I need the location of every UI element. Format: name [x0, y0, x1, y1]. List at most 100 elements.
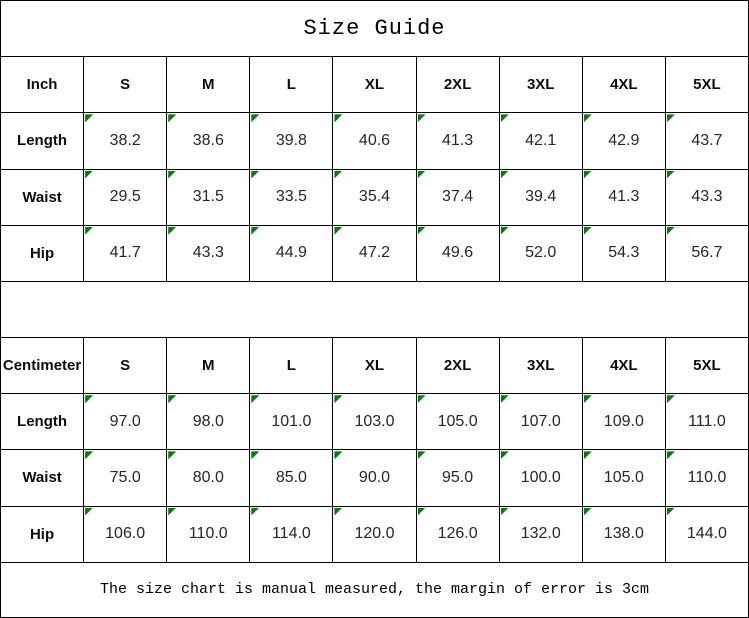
cell-flag-icon — [168, 114, 177, 123]
measurement-value: 105.0 — [603, 468, 644, 486]
measurement-cell: 110.0 — [664, 449, 749, 507]
measurement-value: 41.3 — [442, 131, 474, 149]
cell-flag-icon — [334, 507, 343, 516]
cell-flag-icon — [251, 507, 260, 516]
size-col-header-4xl: 4XL — [581, 337, 666, 395]
measurement-value: 100.0 — [520, 468, 561, 486]
measurement-cell: 106.0 — [83, 505, 168, 563]
measurement-value: 38.6 — [192, 131, 224, 149]
size-col-header-m: M — [166, 337, 251, 395]
inch-waist-row: Waist 29.5 31.5 33.5 35.4 37.4 39.4 41.3… — [0, 168, 749, 226]
measurement-value: 109.0 — [603, 412, 644, 430]
unit-label-inch: Inch — [0, 56, 85, 114]
size-col-header-2xl: 2XL — [415, 56, 500, 114]
cell-flag-icon — [666, 395, 675, 404]
measurement-value: 144.0 — [686, 525, 727, 543]
centimeter-hip-row: Hip 106.0 110.0 114.0 120.0 126.0 132.0 … — [0, 505, 749, 563]
cell-flag-icon — [417, 226, 426, 235]
cell-flag-icon — [168, 395, 177, 404]
cell-flag-icon — [500, 226, 509, 235]
measurement-cell: 85.0 — [249, 449, 334, 507]
measurement-value: 39.8 — [275, 131, 307, 149]
cell-flag-icon — [500, 451, 509, 460]
row-label-hip: Hip — [0, 224, 85, 282]
cell-flag-icon — [85, 507, 94, 516]
cell-flag-icon — [85, 226, 94, 235]
cell-flag-icon — [500, 507, 509, 516]
measurement-value: 39.4 — [525, 188, 557, 206]
cell-flag-icon — [583, 226, 592, 235]
spacer-cell — [0, 280, 749, 339]
measurement-value: 106.0 — [105, 525, 146, 543]
cell-flag-icon — [251, 114, 260, 123]
measurement-value: 31.5 — [192, 188, 224, 206]
measurement-value: 54.3 — [608, 244, 640, 262]
measurement-cell: 38.2 — [83, 112, 168, 170]
measurement-cell: 103.0 — [332, 393, 417, 451]
cell-flag-icon — [583, 170, 592, 179]
centimeter-header-row: Centimeter S M L XL 2XL 3XL 4XL 5XL — [0, 337, 749, 395]
measurement-cell: 43.3 — [664, 168, 749, 226]
row-label-length: Length — [0, 112, 85, 170]
cell-flag-icon — [417, 170, 426, 179]
measurement-value: 98.0 — [192, 412, 224, 430]
measurement-cell: 41.3 — [581, 168, 666, 226]
cell-flag-icon — [666, 451, 675, 460]
measurement-cell: 39.4 — [498, 168, 583, 226]
cell-flag-icon — [334, 226, 343, 235]
inch-header-row: Inch S M L XL 2XL 3XL 4XL 5XL — [0, 56, 749, 114]
measurement-value: 114.0 — [271, 525, 311, 543]
measurement-cell: 54.3 — [581, 224, 666, 282]
cell-flag-icon — [417, 114, 426, 123]
measurement-cell: 41.7 — [83, 224, 168, 282]
cell-flag-icon — [417, 507, 426, 516]
size-col-header-3xl: 3XL — [498, 337, 583, 395]
measurement-cell: 40.6 — [332, 112, 417, 170]
measurement-cell: 105.0 — [415, 393, 500, 451]
size-col-header-l: L — [249, 337, 334, 395]
inch-hip-row: Hip 41.7 43.3 44.9 47.2 49.6 52.0 54.3 5… — [0, 224, 749, 282]
measurement-cell: 105.0 — [581, 449, 666, 507]
measurement-value: 107.0 — [520, 412, 561, 430]
cell-flag-icon — [251, 170, 260, 179]
measurement-cell: 52.0 — [498, 224, 583, 282]
cell-flag-icon — [417, 451, 426, 460]
cell-flag-icon — [85, 114, 94, 123]
unit-label-centimeter: Centimeter — [0, 337, 85, 395]
row-label-waist: Waist — [0, 168, 85, 226]
cell-flag-icon — [417, 395, 426, 404]
measurement-cell: 144.0 — [664, 505, 749, 563]
cell-flag-icon — [85, 395, 94, 404]
row-label-waist: Waist — [0, 449, 85, 507]
measurement-value: 49.6 — [442, 244, 474, 262]
size-col-header-5xl: 5XL — [664, 337, 749, 395]
cell-flag-icon — [666, 507, 675, 516]
measurement-cell: 39.8 — [249, 112, 334, 170]
measurement-value: 47.2 — [358, 244, 391, 262]
measurement-cell: 100.0 — [498, 449, 583, 507]
page-title: Size Guide — [0, 0, 749, 58]
measurement-value: 101.0 — [271, 412, 312, 430]
cell-flag-icon — [85, 451, 94, 460]
measurement-value: 35.4 — [358, 188, 391, 206]
cell-flag-icon — [666, 170, 675, 179]
measurement-cell: 75.0 — [83, 449, 168, 507]
size-col-header-4xl: 4XL — [581, 56, 666, 114]
measurement-value: 138.0 — [603, 525, 644, 543]
centimeter-length-row: Length 97.0 98.0 101.0 103.0 105.0 107.0… — [0, 393, 749, 451]
measurement-value: 90.0 — [358, 468, 391, 486]
measurement-value: 80.0 — [192, 468, 224, 486]
measurement-cell: 138.0 — [581, 505, 666, 563]
footer-row: The size chart is manual measured, the m… — [0, 561, 749, 618]
measurement-cell: 42.9 — [581, 112, 666, 170]
measurement-value: 42.1 — [525, 131, 557, 149]
measurement-value: 41.3 — [608, 188, 640, 206]
measurement-cell: 109.0 — [581, 393, 666, 451]
measurement-cell: 110.0 — [166, 505, 251, 563]
size-col-header-3xl: 3XL — [498, 56, 583, 114]
measurement-cell: 120.0 — [332, 505, 417, 563]
cell-flag-icon — [334, 170, 343, 179]
cell-flag-icon — [168, 451, 177, 460]
